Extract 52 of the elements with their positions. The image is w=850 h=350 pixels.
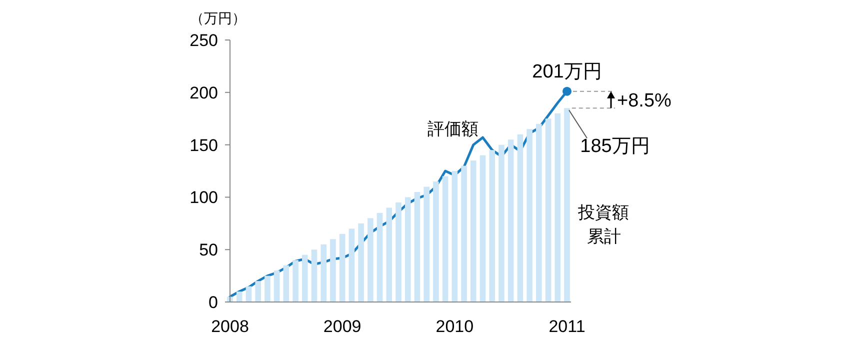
- bar: [311, 250, 318, 302]
- series-label: 投資額累計: [576, 203, 629, 246]
- y-tick-label: 250: [190, 30, 218, 50]
- x-tick-label: 2008: [211, 317, 249, 336]
- bar: [264, 276, 270, 302]
- y-axis-title: （万円）: [190, 10, 246, 26]
- text: 185万円: [580, 136, 650, 158]
- bar: [564, 108, 570, 302]
- bar: [348, 228, 355, 302]
- bar: [396, 202, 402, 302]
- annotation: 201万円: [532, 61, 602, 82]
- x-tick-label: 2009: [323, 317, 362, 336]
- series-label: 評価額: [427, 119, 478, 138]
- bar: [236, 292, 242, 302]
- x-tick-label: 2011: [548, 317, 586, 336]
- bar: [330, 239, 336, 302]
- y-tick-label: 0: [208, 292, 218, 312]
- bar: [424, 186, 430, 302]
- bar: [255, 281, 261, 302]
- bar: [545, 118, 552, 302]
- y-tick-label: 200: [190, 83, 218, 102]
- bar: [320, 244, 327, 302]
- bar: [376, 212, 383, 302]
- bar: [442, 176, 448, 302]
- bar: [470, 160, 476, 302]
- bar: [554, 113, 561, 302]
- bar: [452, 171, 458, 302]
- bar: [274, 270, 280, 302]
- bar: [368, 218, 374, 302]
- bar: [489, 150, 496, 302]
- bar: [302, 254, 308, 302]
- bar: [386, 208, 392, 302]
- y-tick-label: 150: [190, 136, 218, 155]
- bar: [517, 134, 524, 302]
- bar: [536, 124, 542, 302]
- bar: [498, 144, 504, 302]
- y-tick-label: 50: [199, 240, 218, 260]
- bar: [461, 166, 467, 302]
- bar: [508, 140, 514, 302]
- bar: [358, 223, 364, 302]
- bar: [292, 260, 298, 302]
- bar: [414, 192, 420, 302]
- bar: [480, 155, 486, 302]
- text: +8.5%: [617, 90, 672, 112]
- bar: [526, 129, 532, 302]
- y-tick-label: 100: [190, 188, 218, 208]
- bar: [283, 265, 290, 302]
- bar: [339, 234, 346, 302]
- bar: [246, 286, 252, 302]
- bar: [433, 181, 439, 302]
- x-tick-label: 2010: [436, 317, 474, 336]
- bar: [404, 197, 411, 302]
